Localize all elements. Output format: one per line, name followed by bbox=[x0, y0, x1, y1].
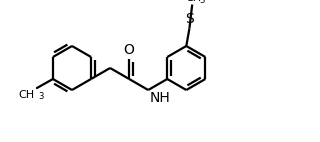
Text: 3: 3 bbox=[199, 0, 204, 5]
Text: NH: NH bbox=[149, 91, 170, 105]
Text: O: O bbox=[124, 43, 135, 57]
Text: 3: 3 bbox=[38, 92, 44, 101]
Text: CH: CH bbox=[185, 0, 201, 3]
Text: CH: CH bbox=[19, 90, 35, 100]
Text: S: S bbox=[185, 12, 194, 26]
